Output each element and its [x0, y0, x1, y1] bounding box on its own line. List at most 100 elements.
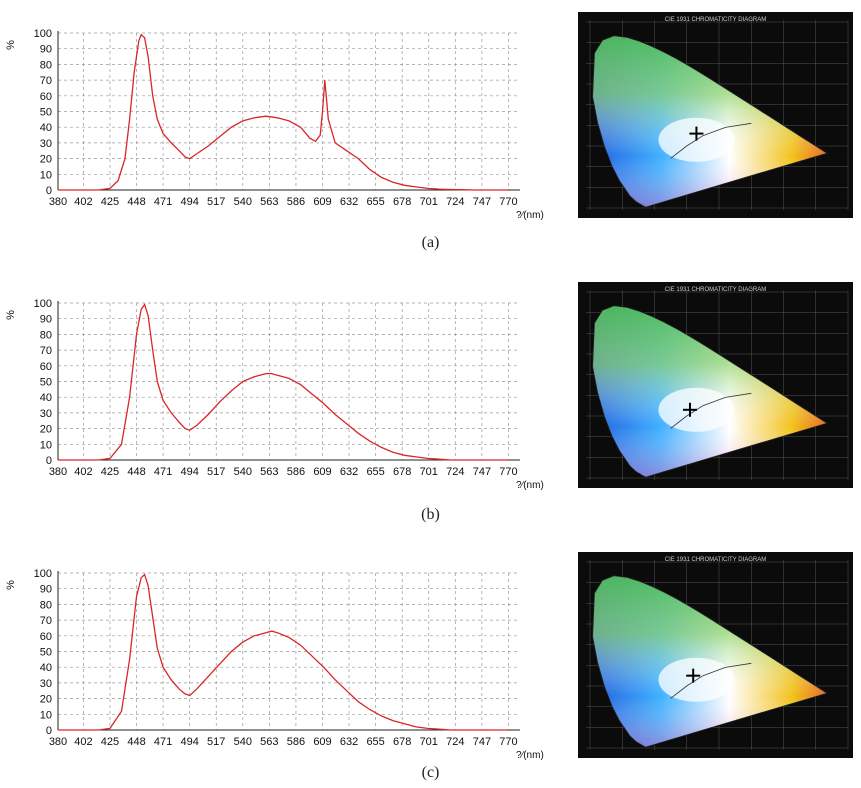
y-tick-label: 60: [40, 631, 52, 643]
y-tick-label: 80: [40, 599, 52, 611]
x-tick-label: 701: [420, 736, 438, 748]
x-tick-label: 724: [446, 466, 464, 478]
x-tick-label: 655: [366, 196, 384, 208]
x-tick-label: 517: [207, 196, 225, 208]
x-tick-label: 402: [74, 466, 92, 478]
x-tick-label: 448: [127, 736, 145, 748]
x-tick-label: 701: [420, 466, 438, 478]
x-tick-label: 632: [340, 736, 358, 748]
x-tick-label: 609: [313, 196, 331, 208]
y-tick-label: 70: [40, 75, 52, 87]
x-tick-label: 380: [49, 736, 67, 748]
x-tick-label: 747: [473, 466, 491, 478]
x-tick-label: 678: [393, 196, 411, 208]
x-tick-label: 632: [340, 196, 358, 208]
y-tick-label: 10: [40, 709, 52, 721]
y-tick-label: 0: [46, 185, 52, 197]
x-tick-label: 563: [260, 736, 278, 748]
x-tick-label: 517: [207, 466, 225, 478]
x-axis-label: ?⁄(nm): [516, 750, 544, 760]
x-tick-label: 380: [49, 196, 67, 208]
x-tick-label: 425: [101, 736, 119, 748]
y-axis-label: %: [5, 580, 17, 590]
y-tick-label: 60: [40, 91, 52, 103]
x-tick-label: 747: [473, 736, 491, 748]
y-tick-label: 70: [40, 615, 52, 627]
cie-locus-outline: [592, 575, 828, 748]
spectrum-chart-c: 0 10 20 30 40 50 60 70 80 90 100 380 402 425 448 471 494…: [5, 568, 544, 760]
x-tick-label: 471: [154, 736, 172, 748]
x-tick-label: 586: [287, 196, 305, 208]
y-tick-label: 90: [40, 44, 52, 56]
caption-c: (c): [421, 764, 440, 781]
x-tick-label: 425: [101, 466, 119, 478]
x-tick-label: 494: [180, 196, 198, 208]
y-axis-label: %: [5, 40, 17, 50]
x-tick-label: 609: [313, 466, 331, 478]
grid: [57, 32, 520, 191]
x-tick-label: 724: [446, 736, 464, 748]
caption-a: (a): [421, 234, 440, 251]
x-tick-label: 586: [287, 736, 305, 748]
panel-b: 0 10 20 30 40 50 60 70 80 90 100 380 402 425 448 471 494…: [0, 270, 861, 523]
cie-diagram-c: CIE 1931 CHROMATICITY DIAGRAM: [578, 552, 853, 758]
grid: [57, 572, 520, 731]
x-tick-label: 701: [420, 196, 438, 208]
y-tick-label: 20: [40, 694, 52, 706]
y-tick-label: 50: [40, 107, 52, 119]
y-tick-label: 10: [40, 439, 52, 451]
y-tick-label: 0: [46, 725, 52, 737]
panel-c: 0 10 20 30 40 50 60 70 80 90 100 380 402 425 448 471 494…: [0, 540, 861, 788]
y-tick-label: 20: [40, 154, 52, 166]
x-tick-label: 678: [393, 466, 411, 478]
x-tick-label: 494: [180, 736, 198, 748]
y-tick-label: 30: [40, 408, 52, 420]
x-tick-label: 494: [180, 466, 198, 478]
cie-title: CIE 1931 CHROMATICITY DIAGRAM: [665, 17, 766, 23]
cie-diagram-a: CIE 1931 CHROMATICITY DIAGRAM: [578, 12, 853, 218]
cie-title: CIE 1931 CHROMATICITY DIAGRAM: [665, 557, 766, 563]
y-tick-label: 40: [40, 122, 52, 134]
spectrum-line: [58, 33, 509, 191]
x-tick-label: 471: [154, 466, 172, 478]
x-tick-label: 724: [446, 196, 464, 208]
y-tick-label: 20: [40, 424, 52, 436]
x-tick-label: 448: [127, 466, 145, 478]
x-tick-label: 770: [499, 736, 517, 748]
caption-b: (b): [421, 506, 440, 523]
x-tick-label: 770: [499, 466, 517, 478]
x-tick-label: 609: [313, 736, 331, 748]
planckian-locus: [670, 392, 752, 429]
x-tick-label: 747: [473, 196, 491, 208]
x-tick-label: 448: [127, 196, 145, 208]
planckian-locus: [670, 662, 752, 699]
x-tick-label: 471: [154, 196, 172, 208]
x-tick-label: 770: [499, 196, 517, 208]
y-tick-label: 60: [40, 361, 52, 373]
x-axis-label: ?⁄(nm): [516, 210, 544, 221]
x-tick-label: 586: [287, 466, 305, 478]
x-tick-label: 563: [260, 196, 278, 208]
cie-locus-outline: [592, 35, 828, 208]
y-tick-label: 40: [40, 392, 52, 404]
y-tick-label: 30: [40, 678, 52, 690]
x-tick-label: 402: [74, 196, 92, 208]
spectrum-line: [58, 573, 509, 731]
x-tick-label: 540: [234, 196, 252, 208]
y-tick-label: 10: [40, 169, 52, 181]
x-tick-label: 540: [234, 736, 252, 748]
y-tick-label: 80: [40, 329, 52, 341]
y-tick-label: 70: [40, 345, 52, 357]
cie-locus-outline: [592, 305, 828, 478]
y-tick-label: 0: [46, 455, 52, 467]
x-tick-label: 540: [234, 466, 252, 478]
x-tick-label: 425: [101, 196, 119, 208]
y-tick-label: 40: [40, 662, 52, 674]
x-tick-label: 678: [393, 736, 411, 748]
y-tick-label: 90: [40, 314, 52, 326]
y-tick-label: 100: [34, 568, 52, 580]
y-tick-label: 50: [40, 647, 52, 659]
planckian-locus: [670, 122, 752, 159]
x-axis-label: ?⁄(nm): [516, 480, 544, 491]
spectrum-chart-b: 0 10 20 30 40 50 60 70 80 90 100 380 402 425 448 471 494…: [5, 298, 544, 491]
